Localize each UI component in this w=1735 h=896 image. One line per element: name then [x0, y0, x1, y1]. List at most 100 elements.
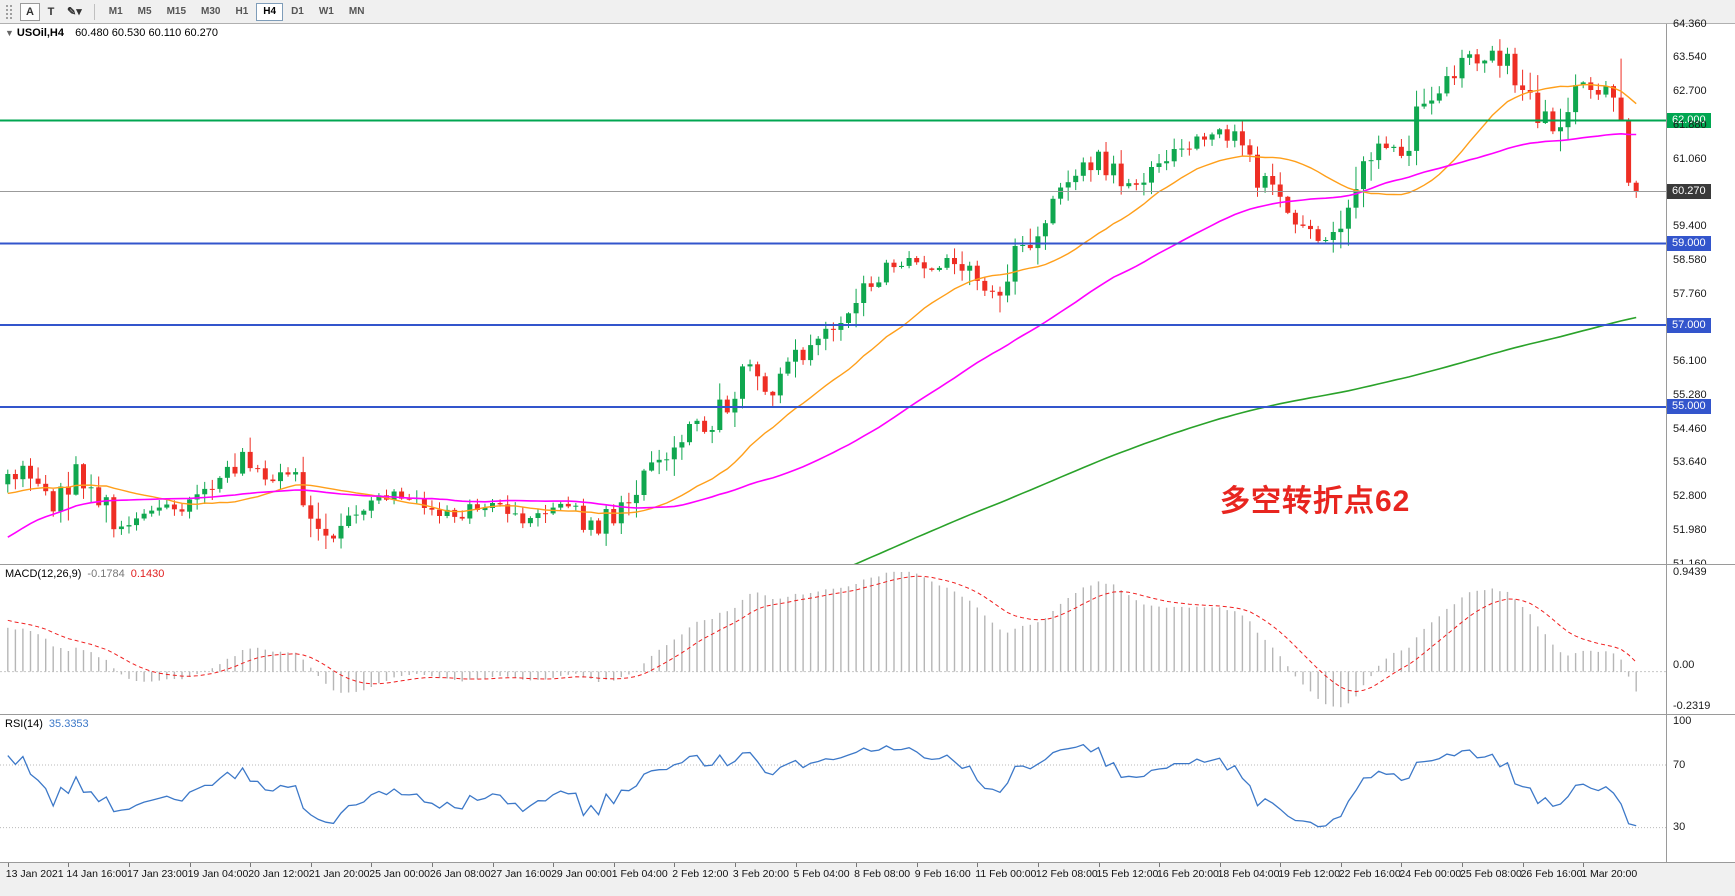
price-chart-canvas[interactable] — [0, 24, 1666, 564]
candle-body — [527, 518, 533, 524]
candle-body — [664, 459, 670, 461]
candle-body — [952, 258, 957, 265]
time-axis-label: 15 Feb 12:00 — [1096, 868, 1159, 880]
price-scale[interactable]: 62.000 60.270 59.000 57.000 55.000 64.360 63.5… — [1666, 18, 1735, 570]
time-axis-tick — [1037, 863, 1039, 867]
candle-body — [1633, 182, 1639, 192]
price-axis-label: 59.400 — [1673, 220, 1707, 233]
time-axis-tick — [1098, 863, 1100, 867]
toolbar-separator — [93, 3, 95, 20]
candle-body — [929, 268, 935, 270]
price-chart-panel: ▼ USOil,H4 60.480 60.530 60.110 60.270 多空… — [0, 18, 1735, 570]
price-axis-label: 55.280 — [1673, 388, 1707, 401]
timeframe-buttons-group: M1 M5 M15 M30 H1 H4 D1 W1 MN — [102, 2, 372, 21]
candle-body — [399, 491, 405, 499]
candle-body — [770, 391, 776, 396]
timeframe-w1-button[interactable]: W1 — [312, 3, 341, 21]
time-axis-tick — [1583, 863, 1585, 867]
candle-body — [573, 505, 579, 507]
price-axis-label: 58.580 — [1673, 253, 1707, 266]
timeframe-mn-button[interactable]: MN — [342, 3, 372, 21]
candle-body — [1580, 82, 1586, 86]
candle-body — [1611, 86, 1616, 98]
candle-body — [1558, 127, 1563, 132]
macd-scale[interactable]: 0.9439 0.00 -0.2319 — [1666, 565, 1735, 714]
time-axis-label: 13 Jan 2021 — [5, 868, 64, 880]
macd-axis-label: -0.2319 — [1673, 700, 1711, 712]
candle-body — [906, 258, 912, 266]
candle-body — [209, 488, 215, 490]
candle-body — [853, 303, 859, 314]
time-axis-tick — [189, 863, 191, 867]
text-tool-button[interactable]: T — [41, 3, 61, 21]
candle-body — [944, 258, 950, 268]
macd-canvas[interactable] — [0, 565, 1666, 714]
macd-header: MACD(12,26,9) -0.1784 0.1430 — [5, 568, 164, 580]
candle-body — [717, 399, 723, 430]
candle-body — [694, 420, 700, 424]
timeframe-h4-button[interactable]: H4 — [256, 2, 284, 21]
timeframe-m30-button[interactable]: M30 — [194, 3, 227, 21]
candle-body — [687, 424, 692, 443]
candle-body — [88, 487, 94, 489]
candle-body — [512, 513, 518, 515]
timeframe-m15-button[interactable]: M15 — [160, 3, 193, 21]
time-axis-label: 9 Feb 16:00 — [914, 868, 971, 880]
candle-body — [73, 464, 79, 495]
annotate-tool-button[interactable]: A — [20, 2, 40, 21]
candle-body — [81, 464, 86, 489]
time-scale[interactable]: 13 Jan 2021 14 Jan 16:00 17 Jan 23:00 19 Ja… — [0, 862, 1735, 896]
time-axis-label: 26 Jan 08:00 — [429, 868, 491, 880]
candle-body — [1186, 148, 1192, 150]
candle-body — [202, 488, 208, 495]
candle-body — [217, 477, 223, 489]
time-axis-label: 8 Feb 08:00 — [854, 868, 911, 880]
candle-body — [490, 503, 495, 508]
time-axis-label: 19 Jan 04:00 — [187, 868, 249, 880]
time-axis-tick — [1462, 863, 1463, 867]
candle-body — [1080, 162, 1086, 176]
candle-body — [1224, 129, 1230, 141]
candle-body — [1573, 85, 1579, 113]
rsi-scale[interactable]: 100 70 30 — [1666, 715, 1735, 862]
time-axis-tick — [1340, 863, 1342, 867]
candle-body — [1444, 76, 1450, 94]
toolbar-grip-handle[interactable] — [5, 3, 14, 20]
candle-body — [164, 504, 170, 508]
candle-body — [1391, 146, 1397, 148]
candle-body — [1058, 187, 1064, 199]
candle-body — [361, 510, 367, 515]
candle-body — [1474, 54, 1480, 64]
timeframe-m1-button[interactable]: M1 — [102, 3, 130, 21]
candle-body — [580, 505, 586, 530]
timeframe-m5-button[interactable]: M5 — [131, 3, 159, 21]
candle-body — [1292, 212, 1298, 225]
candle-body — [1217, 129, 1223, 135]
time-axis-label: 22 Feb 16:00 — [1338, 868, 1401, 880]
candle-body — [1171, 149, 1177, 162]
time-axis-tick — [7, 863, 9, 867]
rsi-canvas[interactable] — [0, 715, 1666, 862]
candle-body — [565, 503, 571, 507]
candle-body — [1459, 57, 1465, 79]
candle-body — [141, 513, 147, 519]
shapes-tool-button[interactable]: ✎▾ — [62, 3, 87, 21]
timeframe-d1-button[interactable]: D1 — [284, 3, 311, 21]
timeframe-h1-button[interactable]: H1 — [228, 3, 255, 21]
candle-body — [1239, 131, 1245, 146]
chart-annotation-text[interactable]: 多空转折点62 — [1220, 485, 1411, 518]
price-axis-label: 64.360 — [1673, 17, 1707, 30]
candle-body — [1096, 151, 1101, 171]
candle-body — [1073, 175, 1079, 183]
time-axis-label: 21 Jan 20:00 — [308, 868, 370, 880]
candle-body — [156, 507, 162, 511]
time-axis-tick — [613, 863, 615, 867]
candle-body — [626, 502, 632, 504]
time-axis-label: 19 Feb 12:00 — [1278, 868, 1341, 880]
candle-body — [28, 465, 33, 479]
hline-59000-price-badge: 59.000 — [1667, 235, 1711, 251]
candle-body — [1088, 162, 1094, 171]
time-axis-tick — [1159, 863, 1160, 867]
time-axis-label: 3 Feb 20:00 — [732, 868, 789, 880]
candle-body — [1626, 120, 1632, 183]
